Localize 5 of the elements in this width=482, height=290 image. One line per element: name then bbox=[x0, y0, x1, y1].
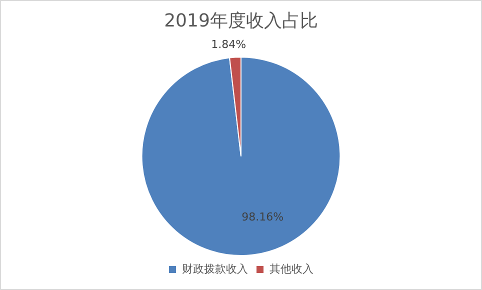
chart-title: 2019年度收入占比 bbox=[164, 10, 318, 32]
legend-label: 其他收入 bbox=[270, 262, 314, 276]
data-label: 98.16% bbox=[242, 210, 284, 224]
data-label: 1.84% bbox=[211, 38, 246, 52]
legend-label: 财政拨款收入 bbox=[182, 262, 248, 276]
